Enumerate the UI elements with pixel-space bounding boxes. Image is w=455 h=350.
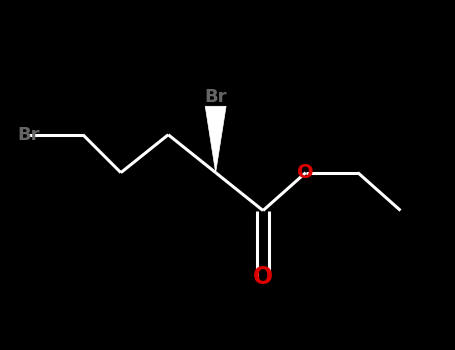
Text: O: O <box>253 265 273 289</box>
Text: O: O <box>298 163 314 182</box>
Polygon shape <box>205 106 226 173</box>
Text: Br: Br <box>17 126 40 144</box>
Text: Br: Br <box>204 88 227 106</box>
